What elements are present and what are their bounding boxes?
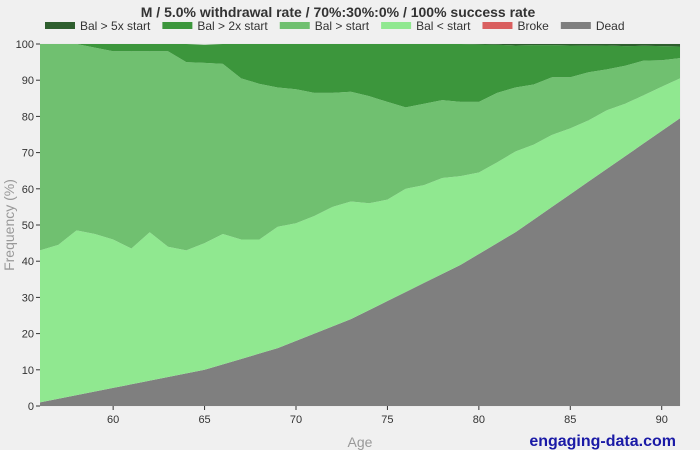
x-tick-label: 85: [564, 414, 576, 426]
y-tick-label: 80: [22, 111, 34, 123]
legend-label[interactable]: Bal > 5x start: [80, 19, 151, 33]
x-axis-title: Age: [348, 434, 373, 450]
x-tick-label: 80: [473, 414, 485, 426]
legend-label[interactable]: Broke: [517, 19, 549, 33]
chart-title: M / 5.0% withdrawal rate / 70%:30%:0% / …: [141, 4, 536, 20]
y-tick-label: 70: [22, 148, 34, 160]
y-tick-label: 20: [22, 329, 34, 341]
area-bal-5x-start: [40, 44, 680, 47]
legend-label[interactable]: Bal > 2x start: [197, 19, 268, 33]
y-tick-label: 0: [28, 401, 34, 413]
area-bal-start: [40, 78, 680, 403]
area-bal-2x-start: [40, 44, 680, 108]
legend-swatch[interactable]: [560, 22, 591, 29]
y-axis-ticks: 0 10 20 30 40 50 60 70 80 90 100: [16, 39, 40, 413]
legend-swatch[interactable]: [482, 22, 513, 29]
y-tick-label: 40: [22, 256, 34, 268]
y-tick-label: 100: [16, 39, 34, 51]
x-tick-label: 70: [290, 414, 302, 426]
legend-swatch[interactable]: [279, 22, 310, 29]
y-axis-title: Frequency (%): [1, 179, 17, 271]
legend: Bal > 5x start Bal > 2x start Bal > start B…: [45, 19, 625, 33]
x-tick-label: 65: [198, 414, 210, 426]
legend-swatch[interactable]: [45, 22, 75, 29]
y-tick-label: 50: [22, 220, 34, 232]
legend-label[interactable]: Bal < start: [416, 19, 471, 33]
area-bal-start: [40, 44, 680, 251]
y-tick-label: 10: [22, 365, 34, 377]
legend-swatch[interactable]: [162, 22, 193, 29]
y-tick-label: 30: [22, 292, 34, 304]
area-dead: [40, 118, 680, 407]
x-tick-label: 90: [656, 414, 668, 426]
x-tick-label: 75: [381, 414, 393, 426]
y-tick-label: 90: [22, 75, 34, 87]
area-series: [40, 44, 680, 407]
x-axis-ticks: 60 65 70 75 80 85 90: [107, 406, 668, 426]
y-tick-label: 60: [22, 184, 34, 196]
legend-label[interactable]: Dead: [596, 19, 625, 33]
x-tick-label: 60: [107, 414, 119, 426]
legend-swatch[interactable]: [381, 22, 412, 29]
watermark: engaging-data.com: [529, 433, 676, 450]
legend-label[interactable]: Bal > start: [315, 19, 370, 33]
